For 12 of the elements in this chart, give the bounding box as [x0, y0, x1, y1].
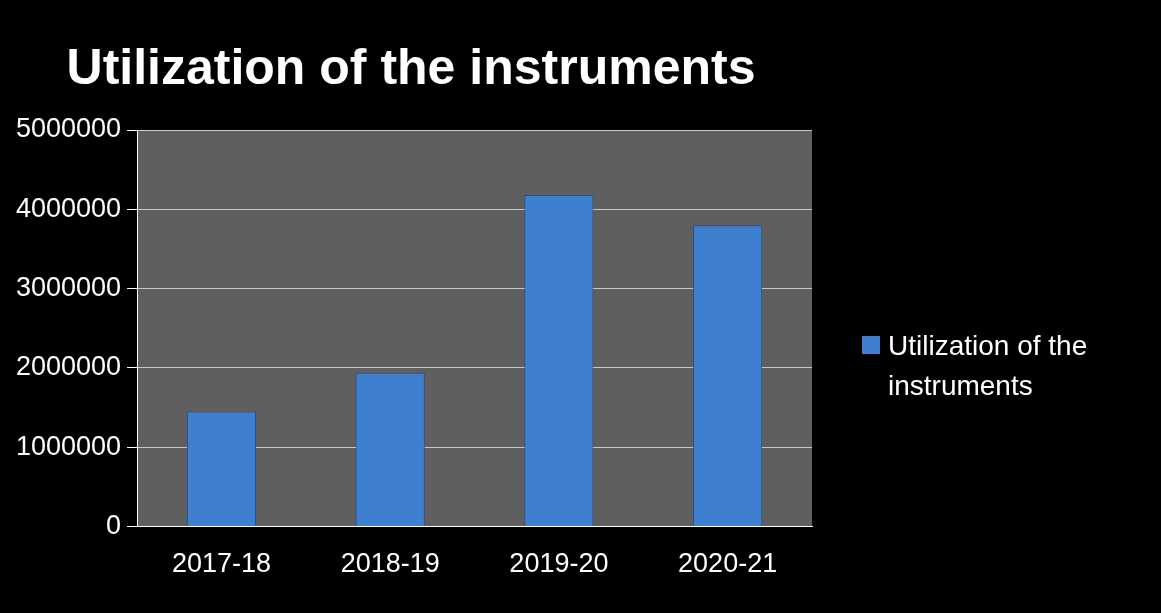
y-tick-label: 0 — [106, 510, 122, 541]
chart-title: Utilization of the instruments — [66, 38, 756, 95]
y-tick-label: 3000000 — [15, 272, 122, 303]
x-tick-label: 2019-20 — [509, 548, 609, 579]
x-tick-label: 2020-21 — [678, 548, 778, 579]
legend-label: Utilization of the instruments — [888, 329, 1089, 403]
x-tick-label: 2018-19 — [340, 548, 440, 579]
y-tick-label: 1000000 — [15, 430, 122, 461]
y-tick-label: 2000000 — [15, 351, 122, 382]
y-tick-label: 4000000 — [15, 192, 122, 223]
x-tick-label: 2017-18 — [171, 548, 272, 579]
y-tick-label: 5000000 — [15, 113, 122, 144]
